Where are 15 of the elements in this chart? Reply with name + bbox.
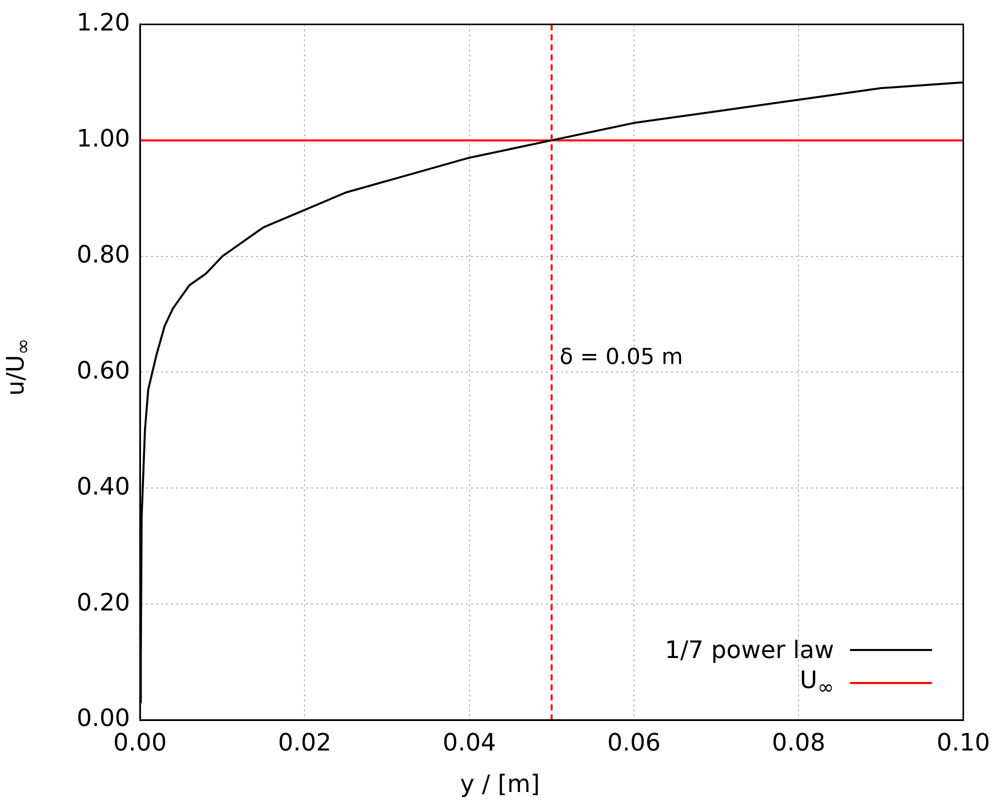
y-tick-label: 0.40	[76, 472, 130, 500]
y-tick-label: 0.20	[76, 588, 130, 616]
x-tick-label: 0.02	[278, 728, 332, 757]
x-tick-label: 0.08	[772, 728, 826, 757]
x-tick-label: 0.06	[607, 728, 661, 757]
y-tick-label: 1.00	[76, 124, 130, 153]
y-tick-label: 0.60	[76, 356, 130, 384]
x-axis-title: y / [m]	[459, 770, 541, 798]
legend-label: U$_{∞}$	[800, 666, 834, 699]
y-tick-label: 0.80	[76, 240, 130, 268]
legend-label: 1/7 power law	[664, 636, 834, 664]
x-tick-label: 0.10	[936, 728, 990, 757]
y-tick-label: 1.20	[76, 8, 130, 37]
x-tick-label: 0.04	[442, 728, 496, 757]
ref-line-label: δ = 0.05 m	[560, 345, 683, 370]
